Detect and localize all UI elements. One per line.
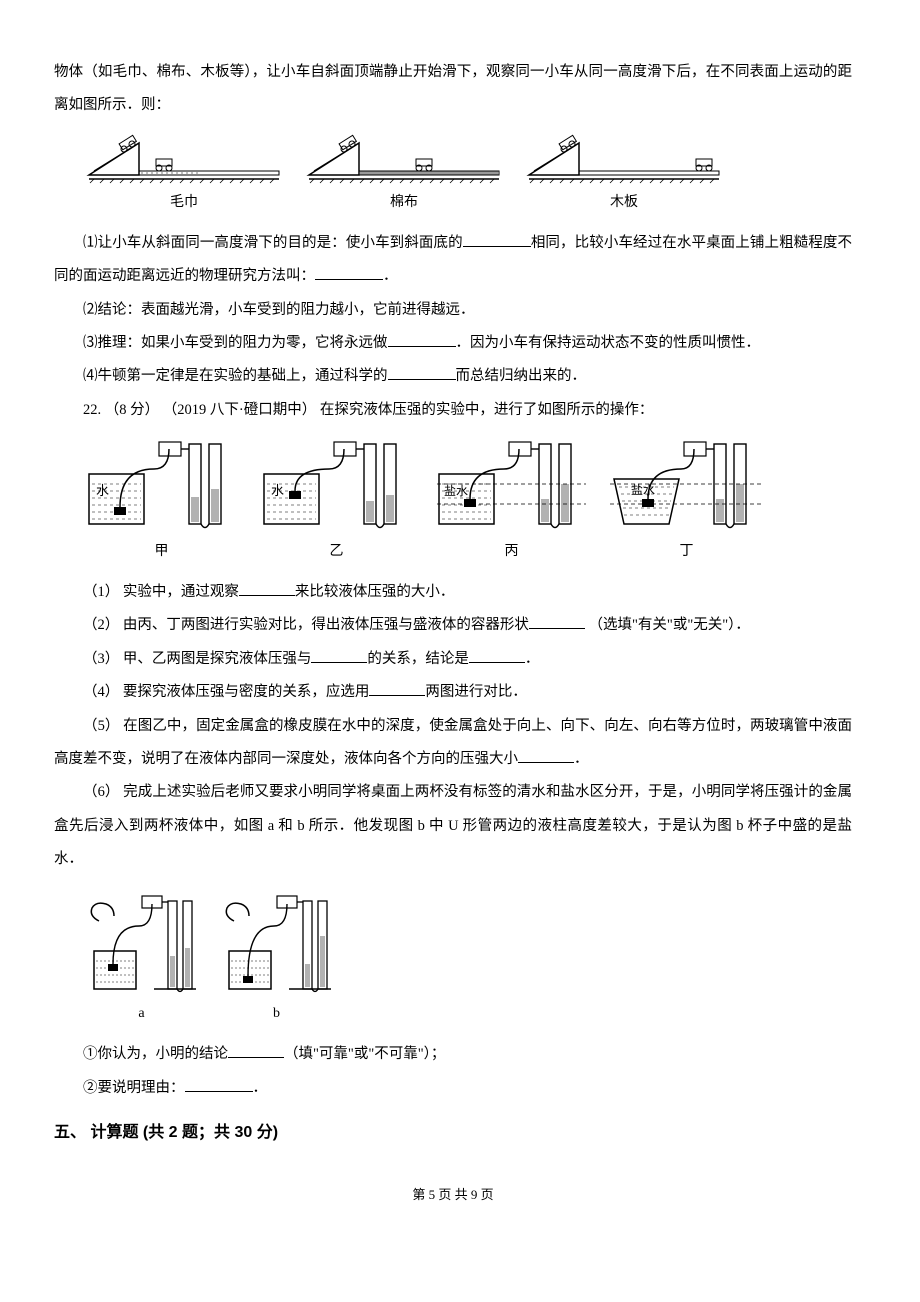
blank[interactable]: [388, 332, 456, 347]
q22-1-a: （1） 实验中，通过观察: [83, 584, 239, 600]
q22-3-a: （3） 甲、乙两图是探究液体压强与: [83, 651, 311, 667]
blank[interactable]: [315, 266, 383, 281]
q22-3-b: 的关系，结论是: [367, 651, 469, 667]
figure-pressure-jia: 水 甲: [84, 439, 239, 568]
svg-text:水: 水: [96, 483, 109, 498]
figcaption-yi: 乙: [330, 536, 344, 568]
q22-intro: 22. （8 分） （2019 八下·磴口期中） 在探究液体压强的实验中，进行了…: [54, 394, 852, 427]
blank[interactable]: [529, 615, 585, 630]
blank[interactable]: [311, 648, 367, 663]
figure-row-ab: a b: [84, 886, 852, 1030]
blank[interactable]: [469, 648, 525, 663]
blank[interactable]: [463, 232, 531, 247]
page-footer: 第 5 页 共 9 页: [54, 1180, 852, 1210]
figcaption-cloth: 棉布: [390, 187, 418, 219]
figure-pressure-ding: 盐水 丁: [609, 439, 764, 568]
q22-6-2-b: ．: [253, 1080, 268, 1096]
section-5-heading: 五、 计算题 (共 2 题；共 30 分): [54, 1115, 852, 1152]
figure-row-inclines: 毛巾 棉布: [84, 133, 852, 219]
q22-5-a: （5） 在图乙中，固定金属盒的橡皮膜在水中的深度，使金属盒处于向上、向下、向左、…: [54, 718, 852, 767]
figure-cup-b: b: [219, 886, 334, 1030]
q22-3-c: ．: [525, 651, 540, 667]
q21-4-a: ⑷牛顿第一定律是在实验的基础上，通过科学的: [83, 368, 388, 384]
q21-1-a: ⑴让小车从斜面同一高度滑下的目的是：使小车到斜面底的: [83, 235, 463, 251]
q22-6-1-b: （填"可靠"或"不可靠"）；: [284, 1046, 445, 1062]
q22-2: （2） 由丙、丁两图进行实验对比，得出液体压强与盛液体的容器形状 （选填"有关"…: [54, 609, 852, 642]
q22-1-b: 来比较液体压强的大小．: [295, 584, 455, 600]
figcaption-bing: 丙: [505, 536, 519, 568]
blank[interactable]: [228, 1044, 284, 1059]
figcaption-jia: 甲: [155, 536, 169, 568]
figure-row-pressure: 水 甲 水 乙: [84, 439, 852, 568]
q21-3-a: ⑶推理：如果小车受到的阻力为零，它将永远做: [83, 335, 388, 351]
q22-6: （6） 完成上述实验后老师又要求小明同学将桌面上两杯没有标签的清水和盐水区分开，…: [54, 776, 852, 876]
q22-4-a: （4） 要探究液体压强与密度的关系，应选用: [83, 684, 369, 700]
figure-incline-cloth: 棉布: [304, 133, 504, 219]
q22-6-1-a: ①你认为，小明的结论: [83, 1046, 228, 1062]
q21-1-c: ．: [383, 268, 398, 284]
blank[interactable]: [185, 1077, 253, 1092]
q22-6-2-a: ②要说明理由：: [83, 1080, 185, 1096]
q22-1: （1） 实验中，通过观察 来比较液体压强的大小．: [54, 576, 852, 609]
figcaption-b: b: [273, 998, 280, 1030]
blank[interactable]: [518, 748, 574, 763]
svg-text:盐水: 盐水: [631, 483, 655, 497]
svg-text:盐水: 盐水: [444, 484, 468, 498]
figcaption-board: 木板: [610, 187, 638, 219]
svg-text:水: 水: [271, 483, 284, 498]
figure-incline-board: 木板: [524, 133, 724, 219]
figure-pressure-yi: 水 乙: [259, 439, 414, 568]
q21-4-b: 而总结归纳出来的．: [456, 368, 587, 384]
figure-pressure-bing: 盐水 丙: [434, 439, 589, 568]
figure-cup-a: a: [84, 886, 199, 1030]
q22-6-1: ①你认为，小明的结论 （填"可靠"或"不可靠"）；: [54, 1038, 852, 1071]
q22-4: （4） 要探究液体压强与密度的关系，应选用 两图进行对比．: [54, 676, 852, 709]
figcaption-towel: 毛巾: [170, 187, 198, 219]
blank[interactable]: [239, 582, 295, 597]
figure-incline-towel: 毛巾: [84, 133, 284, 219]
intro-paragraph: 物体（如毛巾、棉布、木板等），让小车自斜面顶端静止开始滑下，观察同一小车从同一高…: [54, 56, 852, 123]
q21-4: ⑷牛顿第一定律是在实验的基础上，通过科学的 而总结归纳出来的．: [54, 360, 852, 393]
blank[interactable]: [388, 366, 456, 381]
q21-2: ⑵结论：表面越光滑，小车受到的阻力越小，它前进得越远．: [54, 294, 852, 327]
q22-4-b: 两图进行对比．: [425, 684, 527, 700]
q22-3: （3） 甲、乙两图是探究液体压强与 的关系，结论是 ．: [54, 643, 852, 676]
q22-5-b: ．: [574, 751, 589, 767]
figcaption-a: a: [138, 998, 144, 1030]
q21-3-b: ．因为小车有保持运动状态不变的性质叫惯性．: [456, 335, 761, 351]
q21-1: ⑴让小车从斜面同一高度滑下的目的是：使小车到斜面底的相同，比较小车经过在水平桌面…: [54, 227, 852, 294]
figcaption-ding: 丁: [680, 536, 694, 568]
q21-3: ⑶推理：如果小车受到的阻力为零，它将永远做 ．因为小车有保持运动状态不变的性质叫惯…: [54, 327, 852, 360]
q22-6-2: ②要说明理由： ．: [54, 1072, 852, 1105]
q22-5: （5） 在图乙中，固定金属盒的橡皮膜在水中的深度，使金属盒处于向上、向下、向左、…: [54, 710, 852, 777]
q22-2-a: （2） 由丙、丁两图进行实验对比，得出液体压强与盛液体的容器形状: [83, 617, 529, 633]
blank[interactable]: [369, 682, 425, 697]
q22-2-b: （选填"有关"或"无关"）．: [589, 617, 750, 633]
